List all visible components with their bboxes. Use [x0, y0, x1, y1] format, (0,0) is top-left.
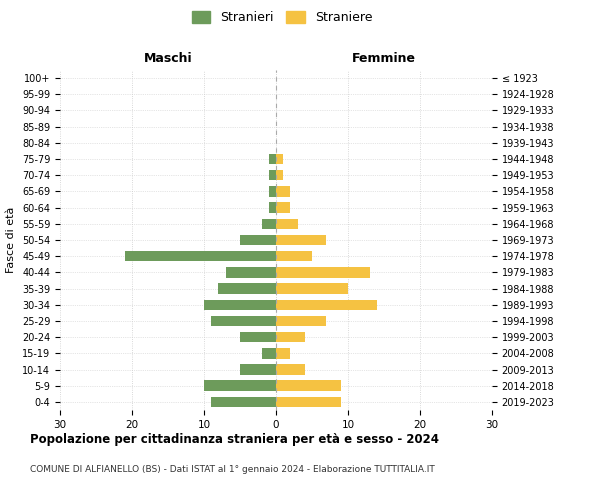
- Bar: [218, 284, 276, 294]
- Bar: [269, 202, 276, 213]
- Bar: [276, 300, 377, 310]
- Bar: [240, 364, 276, 375]
- Bar: [269, 170, 276, 180]
- Bar: [204, 300, 276, 310]
- Bar: [276, 316, 326, 326]
- Bar: [276, 170, 283, 180]
- Bar: [276, 332, 305, 342]
- Bar: [125, 251, 276, 262]
- Bar: [204, 380, 276, 391]
- Bar: [276, 396, 341, 407]
- Bar: [276, 284, 348, 294]
- Bar: [276, 202, 290, 213]
- Bar: [211, 316, 276, 326]
- Bar: [276, 380, 341, 391]
- Bar: [211, 396, 276, 407]
- Bar: [276, 364, 305, 375]
- Bar: [276, 251, 312, 262]
- Bar: [276, 267, 370, 278]
- Y-axis label: Fasce di età: Fasce di età: [7, 207, 16, 273]
- Bar: [276, 186, 290, 196]
- Bar: [276, 234, 326, 246]
- Legend: Stranieri, Straniere: Stranieri, Straniere: [187, 6, 377, 29]
- Bar: [240, 332, 276, 342]
- Bar: [276, 218, 298, 229]
- Bar: [262, 348, 276, 358]
- Text: Femmine: Femmine: [352, 52, 416, 65]
- Text: Popolazione per cittadinanza straniera per età e sesso - 2024: Popolazione per cittadinanza straniera p…: [30, 432, 439, 446]
- Bar: [276, 348, 290, 358]
- Bar: [276, 154, 283, 164]
- Bar: [240, 234, 276, 246]
- Bar: [269, 154, 276, 164]
- Bar: [226, 267, 276, 278]
- Text: COMUNE DI ALFIANELLO (BS) - Dati ISTAT al 1° gennaio 2024 - Elaborazione TUTTITA: COMUNE DI ALFIANELLO (BS) - Dati ISTAT a…: [30, 465, 435, 474]
- Bar: [269, 186, 276, 196]
- Bar: [262, 218, 276, 229]
- Text: Maschi: Maschi: [143, 52, 193, 65]
